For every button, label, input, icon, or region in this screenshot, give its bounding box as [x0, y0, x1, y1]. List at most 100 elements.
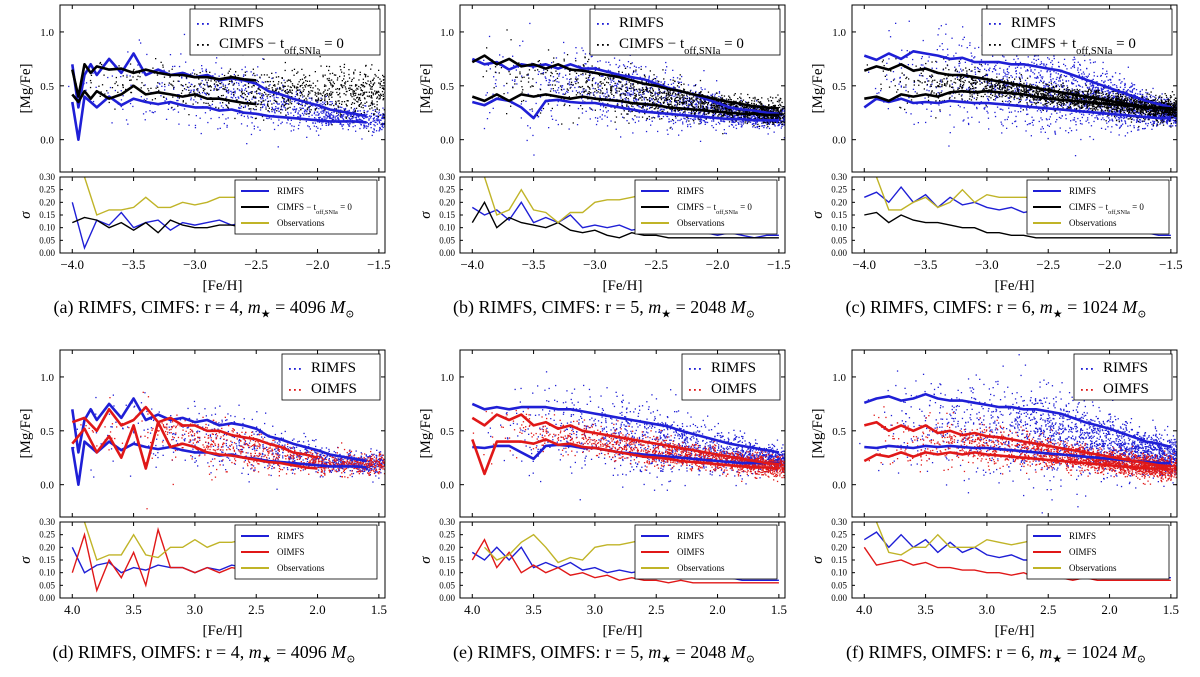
- lower-y-tick-label: 0.30: [439, 172, 455, 182]
- upper-frame: [459, 4, 786, 173]
- sigma-line-observations: [875, 522, 1037, 556]
- x-tick-label: 2.5: [1040, 602, 1056, 617]
- legend-entry: Observations: [277, 218, 325, 228]
- upper-y-axis-label: [Mg/Fe]: [418, 409, 434, 459]
- x-tick-label: 2.0: [709, 602, 725, 617]
- x-tick-label: −2.5: [244, 257, 268, 272]
- upper-frame: [59, 4, 386, 173]
- upper-y-tick-label: 0.0: [440, 135, 454, 147]
- upper-y-axis-label: [Mg/Fe]: [18, 409, 34, 459]
- x-tick-label: −3.5: [914, 257, 938, 272]
- lower-y-tick-label: 0.25: [439, 530, 455, 540]
- chart-svg-a: −4.0 −3.5 −3.0 −2.5 −2.0 −1.5 0.0 0.5 1.0 0.00 0.0…: [18, 4, 391, 294]
- upper-y-tick-label: 1.0: [40, 27, 54, 39]
- legend-entry: RIMFS: [1011, 15, 1056, 31]
- x-tick-label: 2.5: [248, 602, 264, 617]
- x-tick-label: −3.5: [522, 257, 546, 272]
- lower-y-tick-label: 0.25: [831, 185, 847, 195]
- upper-y-axis-label: [Mg/Fe]: [810, 409, 826, 459]
- lower-y-tick-label: 0.25: [439, 185, 455, 195]
- legend-entry: RIMFS: [677, 531, 704, 541]
- lower-y-tick-label: 0.20: [39, 197, 55, 207]
- x-axis-label: [Fe/H]: [995, 623, 1035, 639]
- legend-entry: RIMFS: [711, 360, 756, 376]
- lower-legend: RIMFS OIMFS Observations: [1026, 524, 1170, 580]
- chart-svg-e: 4.0 3.5 3.0 2.5 2.0 1.5 0.0 0.5 1.0 0.00 0.05 0.10 0…: [418, 349, 787, 639]
- scatter-cloud-rimfs: [68, 33, 385, 148]
- chart-svg-b: −4.0 −3.5 −3.0 −2.5 −2.0 −1.5 0.0 0.5 1.0 0.00 0.0…: [418, 4, 791, 294]
- lower-y-tick-label: 0.10: [439, 568, 455, 578]
- lower-y-tick-label: 0.10: [831, 568, 847, 578]
- panel-c: −4.0 −3.5 −3.0 −2.5 −2.0 −1.5 0.0 0.5 1.0 0.00 0.0…: [800, 0, 1192, 332]
- x-tick-label: −4.0: [460, 257, 484, 272]
- upper-legend: RIMFS OIMFS: [1073, 353, 1173, 401]
- sigma-line-observations: [83, 522, 245, 561]
- sigma-line-observations: [83, 177, 244, 216]
- upper-y-tick-label: 0.0: [40, 480, 54, 492]
- upper-y-tick-label: 0.5: [440, 426, 454, 438]
- x-axis-label: [Fe/H]: [203, 623, 243, 639]
- series-line-rimfs-upper: [71, 52, 367, 118]
- lower-y-tick-label: 0.00: [831, 593, 847, 603]
- upper-y-axis-label: [Mg/Fe]: [18, 64, 34, 114]
- scatter-cloud-rimfs: [73, 392, 385, 490]
- x-tick-label: −4.0: [852, 257, 876, 272]
- lower-y-tick-label: 0.05: [831, 580, 847, 590]
- legend-entry: Observations: [1069, 218, 1117, 228]
- lower-y-tick-label: 0.10: [439, 223, 455, 233]
- legend-entry: OIMFS: [1103, 381, 1149, 397]
- panel-e: 4.0 3.5 3.0 2.5 2.0 1.5 0.0 0.5 1.0 0.00 0.05 0.10 0…: [408, 345, 800, 677]
- chart-svg-f: 4.0 3.5 3.0 2.5 2.0 1.5 0.0 0.5 1.0 0.00 0.05 0.10 0…: [810, 349, 1179, 639]
- x-tick-label: −3.0: [583, 257, 607, 272]
- lower-y-tick-label: 0.00: [439, 593, 455, 603]
- series-line-rimfs-upper: [863, 49, 1172, 109]
- lower-y-tick-label: 0.05: [439, 235, 455, 245]
- upper-y-tick-label: 1.0: [440, 27, 454, 39]
- legend-entry: OIMFS: [311, 381, 357, 397]
- chart-svg-d: 4.0 3.5 3.0 2.5 2.0 1.5 0.0 0.5 1.0 0.00 0.05 0.10 0…: [18, 349, 387, 639]
- x-axis-label: [Fe/H]: [995, 278, 1035, 294]
- caption-b: (b) RIMFS, CIMFS: r = 5, m★ = 2048 M⊙: [453, 297, 755, 321]
- series-line-cimfs-upper: [863, 63, 1172, 110]
- series-line-rimfs-lower: [471, 97, 779, 122]
- upper-frame: [59, 349, 386, 518]
- legend-entry: RIMFS: [1069, 531, 1096, 541]
- lower-y-tick-label: 0.05: [439, 580, 455, 590]
- series-line-oimfs-upper: [863, 420, 1172, 468]
- upper-y-tick-label: 0.0: [832, 135, 846, 147]
- lower-y-tick-label: 0.10: [831, 223, 847, 233]
- caption-f: (f) RIMFS, OIMFS: r = 6, m★ = 1024 M⊙: [846, 642, 1146, 666]
- lower-y-tick-label: 0.00: [39, 593, 55, 603]
- x-tick-label: −2.0: [1098, 257, 1122, 272]
- upper-y-tick-label: 0.5: [440, 81, 454, 93]
- upper-frame: [459, 349, 786, 518]
- upper-y-tick-label: 0.0: [832, 480, 846, 492]
- upper-y-axis-label: [Mg/Fe]: [810, 64, 826, 114]
- legend-entry: OIMFS: [677, 547, 705, 557]
- x-tick-label: 2.0: [309, 602, 325, 617]
- lower-y-tick-label: 0.15: [439, 210, 455, 220]
- x-tick-label: −2.0: [306, 257, 330, 272]
- series-line-oimfs-upper: [471, 413, 780, 466]
- x-tick-label: −4.0: [60, 257, 84, 272]
- sigma-line-observations: [483, 177, 645, 224]
- legend-entry: RIMFS: [1103, 360, 1148, 376]
- legend-entry: Observations: [1069, 563, 1117, 573]
- series-line-cimfs-lower: [864, 89, 1171, 110]
- panel-d: 4.0 3.5 3.0 2.5 2.0 1.5 0.0 0.5 1.0 0.00 0.05 0.10 0…: [8, 345, 400, 677]
- upper-y-tick-label: 0.5: [832, 81, 846, 93]
- legend-entry: Observations: [677, 563, 725, 573]
- lower-y-tick-label: 0.00: [439, 248, 455, 258]
- series-line-oimfs-lower: [71, 420, 318, 470]
- x-tick-label: 3.5: [125, 602, 141, 617]
- lower-y-tick-label: 0.30: [439, 517, 455, 527]
- series-line-oimfs-lower: [863, 451, 1172, 471]
- x-tick-label: 1.5: [1163, 602, 1179, 617]
- legend-entry: Observations: [677, 218, 725, 228]
- x-tick-label: 2.5: [648, 602, 664, 617]
- x-tick-label: −3.0: [975, 257, 999, 272]
- x-axis-label: [Fe/H]: [603, 623, 643, 639]
- lower-y-tick-label: 0.15: [39, 210, 55, 220]
